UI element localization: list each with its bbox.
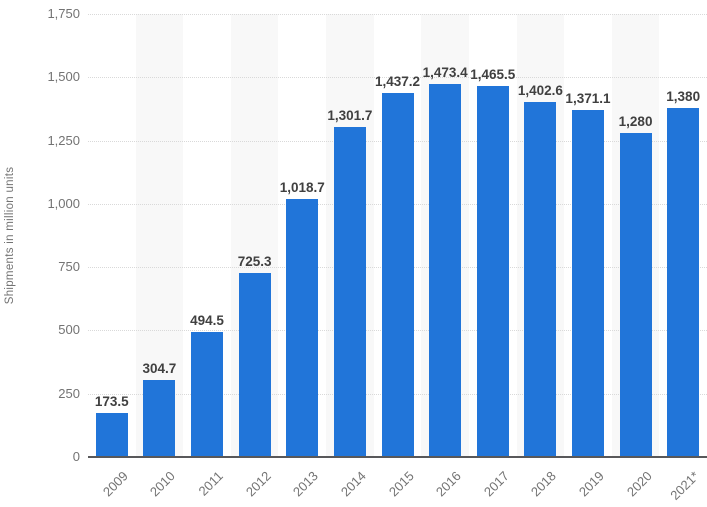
- bar-value-label: 725.3: [237, 254, 272, 270]
- bar-2013: [286, 199, 319, 457]
- gridline: [88, 14, 707, 15]
- bar-value-label: 1,465.5: [470, 67, 516, 83]
- x-tick-label: 2017: [480, 468, 512, 500]
- y-tick-label: 1,000: [47, 195, 80, 211]
- y-tick-label: 500: [58, 322, 80, 338]
- bar-value-label: 1,380: [666, 88, 701, 104]
- x-tick-label: 2010: [147, 468, 179, 500]
- bar-2011: [191, 331, 224, 457]
- x-tick-label: 2020: [623, 468, 655, 500]
- bar-2015: [381, 93, 414, 457]
- x-tick-label: 2014: [337, 468, 369, 500]
- x-tick-label: 2009: [99, 468, 131, 500]
- bar-value-label: 1,437.2: [374, 74, 421, 90]
- bar-2017: [476, 86, 509, 457]
- x-tick-label: 2011: [195, 468, 226, 499]
- bar-2016: [429, 84, 462, 457]
- bar-2009: [95, 413, 128, 457]
- bar-value-label: 1,280: [618, 113, 653, 129]
- y-tick-label: 1,750: [47, 6, 80, 21]
- bar-value-label: 1,371.1: [565, 90, 611, 106]
- y-tick-label: 750: [58, 259, 80, 275]
- x-axis-line: [88, 456, 707, 458]
- x-tick-label: 2021*: [667, 468, 703, 503]
- bar-value-label: 494.5: [190, 312, 224, 328]
- x-tick-label: 2019: [575, 468, 607, 500]
- x-tick-label: 2013: [290, 468, 322, 500]
- bar-value-label: 304.7: [142, 360, 177, 376]
- bar-2020: [619, 132, 652, 457]
- bar-value-label: 1,402.6: [517, 82, 563, 98]
- y-tick-label: 250: [58, 385, 80, 401]
- bar-2014: [333, 127, 366, 457]
- bar-2019: [571, 109, 604, 457]
- bar-value-label: 1,018.7: [279, 180, 325, 196]
- x-tick-label: 2012: [242, 468, 274, 500]
- y-tick-label: 0: [72, 449, 80, 464]
- bar-2012: [238, 273, 271, 457]
- y-tick-label: 1,250: [47, 132, 80, 148]
- bar-value-label: 173.5: [94, 394, 129, 410]
- x-tick-label: 2016: [432, 468, 465, 500]
- bar-value-label: 1,301.7: [327, 108, 373, 124]
- gridline: [88, 77, 707, 79]
- bar-value-label: 1,473.4: [422, 65, 468, 81]
- x-tick-label: 2018: [528, 468, 560, 500]
- bar-2010: [143, 379, 176, 457]
- plot-area: 173.5 304.7 494.5 725.3 1,018.7 1,301.7 1,437.…: [88, 14, 707, 458]
- x-tick-label: 2015: [385, 468, 417, 500]
- bar-2018: [524, 101, 557, 457]
- y-tick-label: 1,500: [47, 69, 80, 85]
- bar-2021: [667, 107, 700, 457]
